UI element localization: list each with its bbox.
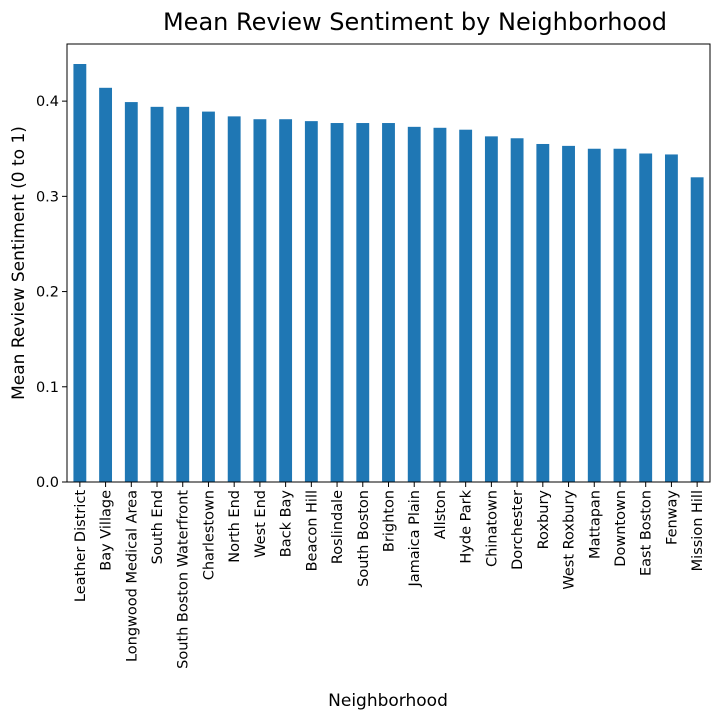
bar (304, 121, 318, 482)
x-tick-label: Hyde Park (459, 489, 475, 563)
x-tick-label: Back Bay (279, 490, 295, 558)
y-tick-label: 0.3 (36, 189, 59, 205)
x-tick-label: Charlestown (201, 490, 217, 580)
x-tick-label: Dorchester (510, 490, 526, 570)
x-tick-label: Downtown (613, 490, 629, 567)
bar (124, 102, 138, 482)
x-tick-label: Mattapan (587, 490, 603, 559)
bar (407, 126, 421, 482)
bar (433, 127, 447, 482)
x-tick-label: West End (253, 490, 269, 558)
bars-group (73, 64, 704, 483)
x-tick-label: South End (150, 490, 166, 564)
bar (356, 123, 370, 482)
x-tick-label: West Roxbury (562, 490, 578, 590)
bar (562, 145, 575, 482)
x-tick-label: Allston (433, 490, 449, 539)
x-tick-label: South Boston Waterfront (176, 490, 192, 669)
bar (510, 138, 524, 482)
bar (73, 64, 87, 482)
chart-title: Mean Review Sentiment by Neighborhood (163, 8, 667, 36)
bar (176, 106, 190, 482)
x-tick-label: Chinatown (484, 490, 500, 567)
bar (690, 177, 704, 483)
x-tick-label: Jamaica Plain (407, 490, 423, 588)
x-tick-label: South Boston (356, 490, 372, 587)
bar (99, 87, 113, 483)
bar (227, 116, 241, 483)
bar (202, 111, 215, 482)
bar (382, 123, 395, 482)
x-tick-label: Mission Hill (690, 490, 706, 571)
y-tick-label: 0.0 (36, 475, 59, 491)
x-tick-label: Roslindale (330, 490, 346, 564)
bar (459, 129, 473, 482)
y-tick-label: 0.4 (36, 94, 59, 110)
bar (587, 148, 601, 483)
x-tick-label: Bay Village (99, 490, 115, 571)
bar (639, 153, 653, 482)
x-tick-label: North End (227, 490, 243, 563)
y-tick-label: 0.1 (36, 380, 59, 396)
bar (330, 123, 344, 482)
y-axis-label: Mean Review Sentiment (0 to 1) (9, 126, 29, 400)
x-tick-label: Fenway (664, 490, 680, 545)
bar (664, 154, 678, 482)
bar (484, 136, 498, 483)
x-tick-label: Beacon Hill (304, 490, 320, 571)
y-tick-label: 0.2 (36, 285, 59, 301)
x-axis-label: Neighborhood (328, 691, 448, 711)
bar (613, 148, 627, 483)
bar (150, 106, 164, 482)
x-tick-label: East Boston (639, 490, 655, 576)
x-tick-label: Longwood Medical Area (124, 490, 140, 662)
x-axis-ticks: Leather District Bay Village Longwood Medi… (73, 482, 706, 669)
x-tick-label: Roxbury (536, 490, 552, 550)
x-tick-label: Leather District (73, 490, 89, 602)
y-axis-ticks: 0.0 0.1 0.2 0.3 0.4 (36, 94, 67, 491)
bar (253, 119, 267, 482)
x-tick-label: Brighton (382, 490, 398, 552)
bar (536, 143, 550, 483)
bar (279, 119, 293, 482)
